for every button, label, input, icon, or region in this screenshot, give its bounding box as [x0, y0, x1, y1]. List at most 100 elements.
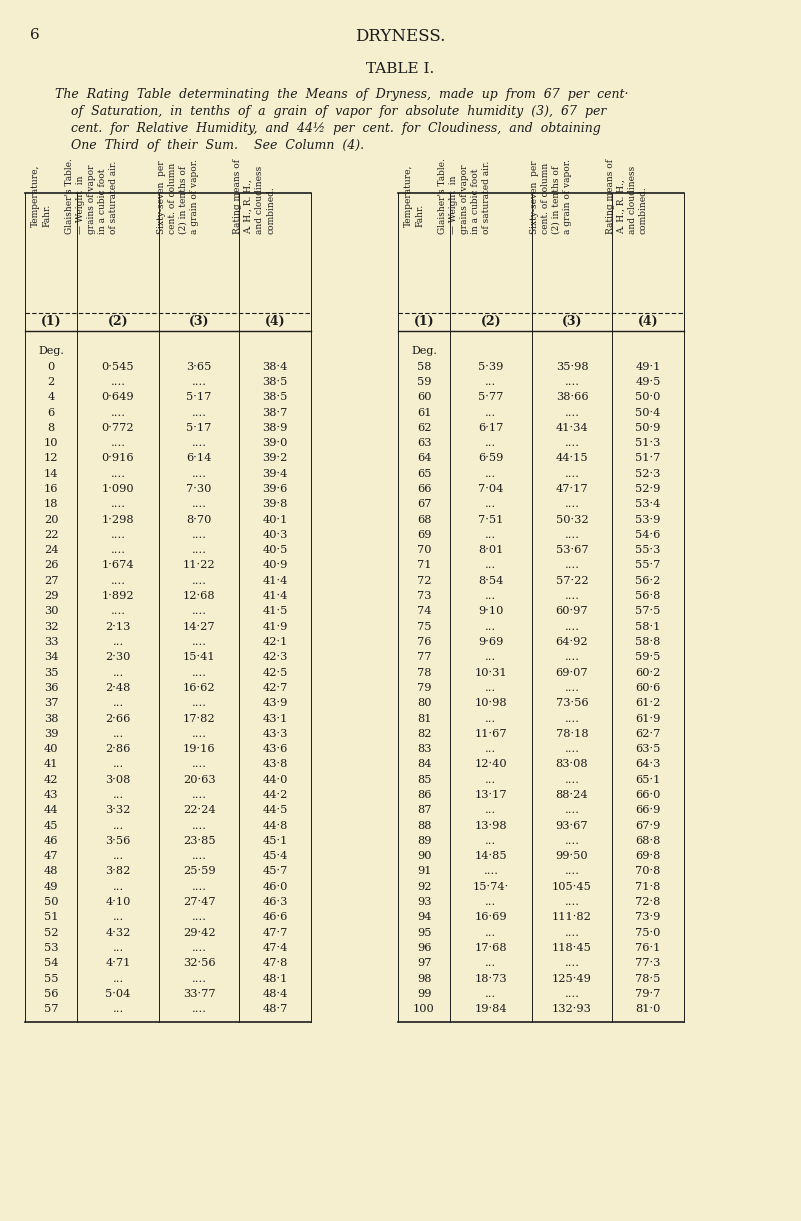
Text: 71: 71 — [417, 560, 431, 570]
Text: 42·3: 42·3 — [262, 652, 288, 662]
Text: ...: ... — [485, 806, 497, 816]
Text: ...: ... — [112, 973, 123, 984]
Text: 22·24: 22·24 — [183, 806, 215, 816]
Text: 50: 50 — [44, 897, 58, 907]
Text: ....: .... — [111, 530, 126, 540]
Text: Glaisher's Table.
— Weight  in
grains of vapor
in a cubic foot
of saturated air.: Glaisher's Table. — Weight in grains of … — [65, 158, 118, 234]
Text: ...: ... — [112, 1004, 123, 1015]
Text: 43·3: 43·3 — [262, 729, 288, 739]
Text: 3·82: 3·82 — [105, 867, 131, 877]
Text: ....: .... — [565, 713, 579, 724]
Text: 45·1: 45·1 — [262, 836, 288, 846]
Text: 9·10: 9·10 — [478, 607, 504, 617]
Text: 38·5: 38·5 — [262, 392, 288, 402]
Text: ...: ... — [485, 928, 497, 938]
Text: 38·5: 38·5 — [262, 377, 288, 387]
Text: 44·5: 44·5 — [262, 806, 288, 816]
Text: 15·41: 15·41 — [183, 652, 215, 662]
Text: ....: .... — [565, 591, 579, 601]
Text: ....: .... — [191, 759, 207, 769]
Text: ....: .... — [565, 836, 579, 846]
Text: 82: 82 — [417, 729, 431, 739]
Text: 64: 64 — [417, 453, 431, 464]
Text: ...: ... — [485, 652, 497, 662]
Text: 33: 33 — [44, 637, 58, 647]
Text: 32·56: 32·56 — [183, 958, 215, 968]
Text: (3): (3) — [189, 315, 209, 328]
Text: 73·56: 73·56 — [556, 698, 588, 708]
Text: ...: ... — [485, 897, 497, 907]
Text: ....: .... — [565, 408, 579, 418]
Text: 54·6: 54·6 — [635, 530, 661, 540]
Text: 47: 47 — [44, 851, 58, 861]
Text: DRYNESS.: DRYNESS. — [355, 28, 445, 45]
Text: 0: 0 — [47, 361, 54, 371]
Text: ....: .... — [565, 928, 579, 938]
Text: ....: .... — [565, 652, 579, 662]
Text: ....: .... — [191, 698, 207, 708]
Text: 65·1: 65·1 — [635, 774, 661, 785]
Text: 45: 45 — [44, 821, 58, 830]
Text: 40·3: 40·3 — [262, 530, 288, 540]
Text: ....: .... — [191, 377, 207, 387]
Text: 85: 85 — [417, 774, 431, 785]
Text: 99·50: 99·50 — [556, 851, 588, 861]
Text: ...: ... — [485, 989, 497, 999]
Text: ...: ... — [112, 851, 123, 861]
Text: 79: 79 — [417, 683, 431, 692]
Text: 3·08: 3·08 — [105, 774, 131, 785]
Text: 53·9: 53·9 — [635, 514, 661, 525]
Text: 75·0: 75·0 — [635, 928, 661, 938]
Text: ....: .... — [565, 560, 579, 570]
Text: 18: 18 — [44, 499, 58, 509]
Text: 24: 24 — [44, 546, 58, 556]
Text: 81: 81 — [417, 713, 431, 724]
Text: 69·8: 69·8 — [635, 851, 661, 861]
Text: 48·1: 48·1 — [262, 973, 288, 984]
Text: 3·56: 3·56 — [105, 836, 131, 846]
Text: 15·74·: 15·74· — [473, 882, 509, 891]
Text: Glaisher's Table.
— Weight  in
grains of vapor
in a cubic foot
of saturated air.: Glaisher's Table. — Weight in grains of … — [437, 158, 491, 234]
Text: 83: 83 — [417, 744, 431, 755]
Text: 46·6: 46·6 — [262, 912, 288, 922]
Text: 50·0: 50·0 — [635, 392, 661, 402]
Text: 26: 26 — [44, 560, 58, 570]
Text: 95: 95 — [417, 928, 431, 938]
Text: 47·8: 47·8 — [262, 958, 288, 968]
Text: ...: ... — [485, 683, 497, 692]
Text: 45·4: 45·4 — [262, 851, 288, 861]
Text: 46·0: 46·0 — [262, 882, 288, 891]
Text: 99: 99 — [417, 989, 431, 999]
Text: 43·8: 43·8 — [262, 759, 288, 769]
Text: 40·5: 40·5 — [262, 546, 288, 556]
Text: 71·8: 71·8 — [635, 882, 661, 891]
Text: 19·84: 19·84 — [475, 1004, 507, 1015]
Text: 17·68: 17·68 — [475, 943, 507, 954]
Text: One  Third  of  their  Sum.    See  Column  (4).: One Third of their Sum. See Column (4). — [55, 139, 364, 151]
Text: 6·17: 6·17 — [478, 422, 504, 432]
Text: 11·67: 11·67 — [475, 729, 507, 739]
Text: 90: 90 — [417, 851, 431, 861]
Text: ...: ... — [112, 637, 123, 647]
Text: (1): (1) — [413, 315, 434, 328]
Text: ....: .... — [191, 438, 207, 448]
Text: 53: 53 — [44, 943, 58, 954]
Text: Sixty-seven  per
cent. of column
(2) in tenths of
a grain of vapor.: Sixty-seven per cent. of column (2) in t… — [157, 159, 199, 233]
Text: The  Rating  Table  determinating  the  Means  of  Dryness,  made  up  from  67 : The Rating Table determinating the Means… — [55, 88, 629, 101]
Text: 79·7: 79·7 — [635, 989, 661, 999]
Text: 72·8: 72·8 — [635, 897, 661, 907]
Text: 11·22: 11·22 — [183, 560, 215, 570]
Text: ...: ... — [485, 591, 497, 601]
Text: 57: 57 — [44, 1004, 58, 1015]
Text: 60·6: 60·6 — [635, 683, 661, 692]
Text: ...: ... — [485, 408, 497, 418]
Text: 10: 10 — [44, 438, 58, 448]
Text: ....: .... — [191, 912, 207, 922]
Text: Rating means of
A. H., R. H.,
and cloudiness
combined.: Rating means of A. H., R. H., and cloudi… — [233, 159, 275, 233]
Text: Temperature,
Fahr.: Temperature, Fahr. — [404, 165, 424, 227]
Text: 75: 75 — [417, 621, 431, 631]
Text: ...: ... — [485, 469, 497, 479]
Text: 14: 14 — [44, 469, 58, 479]
Text: ....: .... — [191, 973, 207, 984]
Text: 40·9: 40·9 — [262, 560, 288, 570]
